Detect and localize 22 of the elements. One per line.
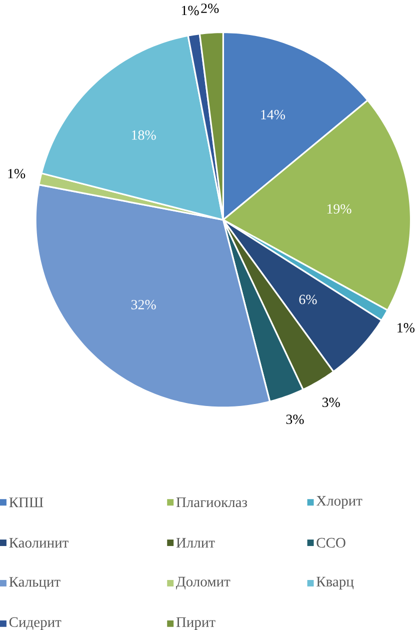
data-label: 3%	[322, 398, 340, 408]
legend-label: Сидерит	[10, 617, 62, 630]
data-label: 2%	[201, 4, 219, 14]
legend-label: Плагиоклаз	[176, 498, 248, 508]
data-label: 19%	[328, 204, 352, 214]
data-label: 1%	[398, 323, 415, 333]
data-label: 3%	[286, 414, 304, 424]
legend-label: Хлорит	[316, 496, 362, 509]
data-label: 6%	[300, 294, 318, 304]
legend-label: Кварц	[316, 576, 354, 590]
legend-label: Кальцит	[9, 577, 61, 590]
data-label: 18%	[132, 130, 156, 140]
legend-label: ССО	[316, 538, 346, 548]
data-label: 1%	[8, 168, 26, 178]
legend-label: КПШ	[9, 498, 44, 508]
legend-label: Доломит	[176, 576, 230, 590]
data-label: 14%	[261, 110, 286, 120]
legend-label: Пирит	[176, 617, 216, 630]
legend-label: Иллит	[176, 538, 216, 548]
data-label: 1%	[182, 6, 200, 16]
data-label: 32%	[132, 300, 156, 310]
legend-label: Каолинит	[9, 538, 69, 548]
